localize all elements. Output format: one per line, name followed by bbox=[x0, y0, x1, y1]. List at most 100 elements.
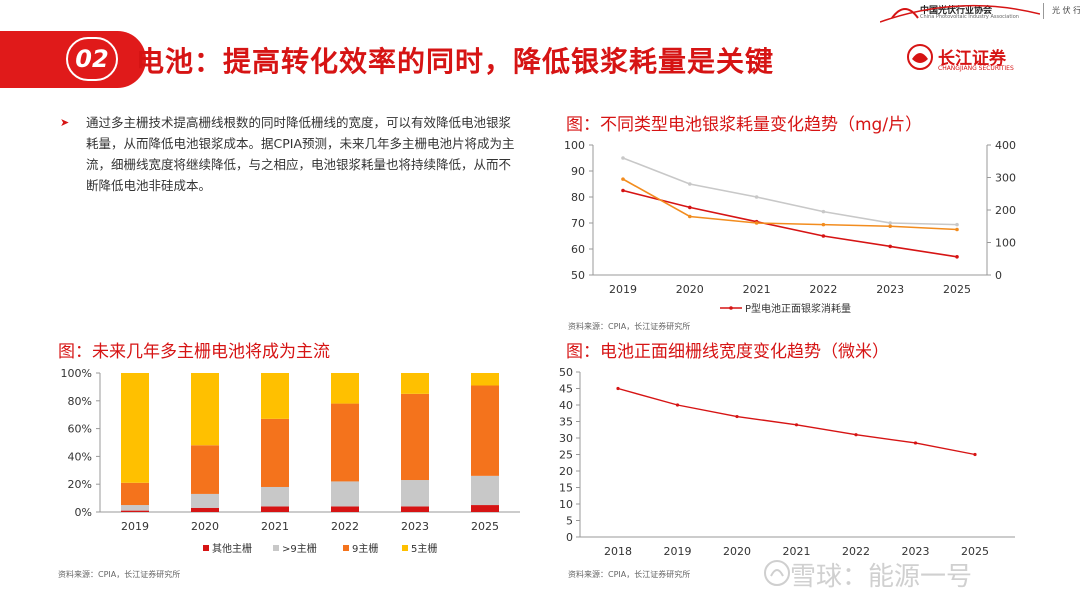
y2-tick-label: 0 bbox=[995, 269, 1002, 282]
y-tick-label: 35 bbox=[559, 416, 573, 429]
y2-tick-label: 200 bbox=[995, 204, 1016, 217]
section-number: 02 bbox=[66, 37, 118, 81]
y2-tick-label: 300 bbox=[995, 172, 1016, 185]
snowball-icon bbox=[764, 560, 790, 586]
data-point bbox=[621, 156, 625, 160]
data-point bbox=[794, 423, 799, 427]
finger-chart-title: 图：电池正面细栅线宽度变化趋势（微米） bbox=[566, 342, 889, 362]
y-tick-label: 30 bbox=[559, 432, 573, 445]
bar-segment bbox=[471, 475, 499, 506]
x-tick-label: 2023 bbox=[902, 545, 930, 558]
x-tick-label: 2025 bbox=[961, 545, 989, 558]
busbar-source: 资料来源：CPIA，长江证券研究所 bbox=[58, 570, 181, 579]
bar-segment bbox=[261, 486, 289, 507]
data-point bbox=[688, 205, 692, 210]
bar-segment bbox=[401, 393, 429, 481]
series-line-1 bbox=[622, 157, 958, 226]
y-tick-label: 60 bbox=[571, 243, 585, 256]
data-point bbox=[888, 224, 892, 229]
y-tick-label: 90 bbox=[571, 165, 585, 178]
section-banner bbox=[0, 31, 1080, 88]
bar-segment bbox=[401, 506, 429, 512]
bar-segment bbox=[191, 373, 219, 446]
legend-label: 其他主栅 bbox=[212, 542, 252, 555]
data-point bbox=[821, 234, 826, 238]
bar-segment bbox=[121, 373, 149, 483]
x-tick-label: 2022 bbox=[809, 283, 837, 296]
y-tick-label: 60% bbox=[68, 423, 92, 436]
header-right-text: 光 伏 行 bbox=[1052, 6, 1080, 15]
x-tick-label: 2023 bbox=[876, 283, 904, 296]
legend-label: 5主栅 bbox=[411, 542, 437, 555]
data-point bbox=[754, 221, 759, 225]
changjiang-logo-icon bbox=[907, 44, 933, 70]
bar-segment bbox=[261, 418, 289, 487]
data-point bbox=[688, 214, 692, 219]
silver-consumption-chart: 50 60 70 80 90 100 0 100 200 300 400 2019 2020 2021 20… bbox=[564, 139, 1016, 315]
x-tick-label: 2021 bbox=[261, 520, 289, 533]
data-point bbox=[821, 209, 826, 214]
y-tick-label: 20 bbox=[559, 465, 573, 478]
y-tick-label: 100% bbox=[61, 367, 92, 380]
legend-swatch bbox=[402, 545, 408, 551]
association-logo: 中国光伏行业协会 China Photovoltaic Industry Ass… bbox=[890, 0, 1050, 24]
bar-segment bbox=[121, 505, 149, 511]
bar-segment bbox=[471, 373, 499, 386]
data-point bbox=[913, 441, 918, 445]
x-tick-label: 2021 bbox=[783, 545, 811, 558]
y-tick-label: 10 bbox=[559, 498, 573, 511]
legend-swatch bbox=[203, 545, 209, 551]
bar-segment bbox=[261, 506, 289, 512]
y-tick-label: 80 bbox=[571, 191, 585, 204]
data-point bbox=[688, 182, 692, 186]
legend-label: 9主栅 bbox=[352, 542, 378, 555]
busbar-share-chart: 0% 20% 40% 60% 80% 100% 2019 2020 2021 2022 2023 20… bbox=[61, 367, 520, 555]
bullet-arrow-icon: ➤ bbox=[60, 116, 70, 129]
finger-source: 资料来源：CPIA，长江证券研究所 bbox=[568, 570, 691, 579]
bullet-paragraph: ➤ 通过多主栅技术提高栅线根数的同时降低栅线的宽度，可以有效降低电池银浆耗量，从… bbox=[60, 112, 520, 196]
x-tick-label: 2020 bbox=[676, 283, 704, 296]
legend-swatch bbox=[273, 545, 279, 551]
y-tick-label: 0 bbox=[566, 531, 573, 544]
data-point bbox=[616, 386, 620, 391]
bar-segment bbox=[191, 493, 219, 508]
data-point bbox=[735, 414, 739, 419]
bar-segment bbox=[331, 403, 359, 482]
y-tick-label: 70 bbox=[571, 217, 585, 230]
legend-label: >9主栅 bbox=[282, 542, 317, 555]
association-arc-icon bbox=[891, 8, 919, 19]
x-tick-label: 2019 bbox=[121, 520, 149, 533]
y-tick-label: 100 bbox=[564, 139, 585, 152]
changjiang-logo: 长江证券 CHANGJIANG SECURITIES bbox=[906, 41, 1046, 81]
x-tick-label: 2018 bbox=[604, 545, 632, 558]
busbar-chart-title: 图：未来几年多主栅电池将成为主流 bbox=[58, 342, 330, 362]
header-arc-line bbox=[880, 4, 1040, 23]
data-point bbox=[955, 227, 959, 232]
data-point bbox=[955, 222, 959, 227]
x-tick-label: 2022 bbox=[842, 545, 870, 558]
x-tick-label: 2020 bbox=[191, 520, 219, 533]
y-tick-label: 5 bbox=[566, 515, 573, 528]
legend-swatch bbox=[343, 545, 349, 551]
logo-en: CHANGJIANG SECURITIES bbox=[938, 65, 1014, 72]
bullet-text: 通过多主栅技术提高栅线根数的同时降低栅线的宽度，可以有效降低电池银浆耗量，从而降… bbox=[86, 115, 515, 193]
bar-segment bbox=[471, 385, 499, 476]
y-tick-label: 40 bbox=[559, 399, 573, 412]
data-point bbox=[955, 255, 959, 259]
data-point bbox=[973, 452, 977, 457]
data-point bbox=[754, 195, 759, 199]
y2-tick-label: 400 bbox=[995, 139, 1016, 152]
series-line bbox=[617, 387, 976, 456]
y2-tick-label: 100 bbox=[995, 237, 1016, 250]
page-title: 电池：提高转化效率的同时，降低银浆耗量是关键 bbox=[136, 45, 775, 78]
y-tick-label: 50 bbox=[559, 366, 573, 379]
x-tick-label: 2020 bbox=[723, 545, 751, 558]
x-tick-label: 2023 bbox=[401, 520, 429, 533]
bar-segment bbox=[121, 510, 149, 512]
bar-segment bbox=[191, 507, 219, 512]
bar-segment bbox=[261, 373, 289, 419]
header-separator bbox=[1043, 3, 1044, 19]
bar-segment bbox=[331, 373, 359, 404]
x-tick-label: 2019 bbox=[664, 545, 692, 558]
